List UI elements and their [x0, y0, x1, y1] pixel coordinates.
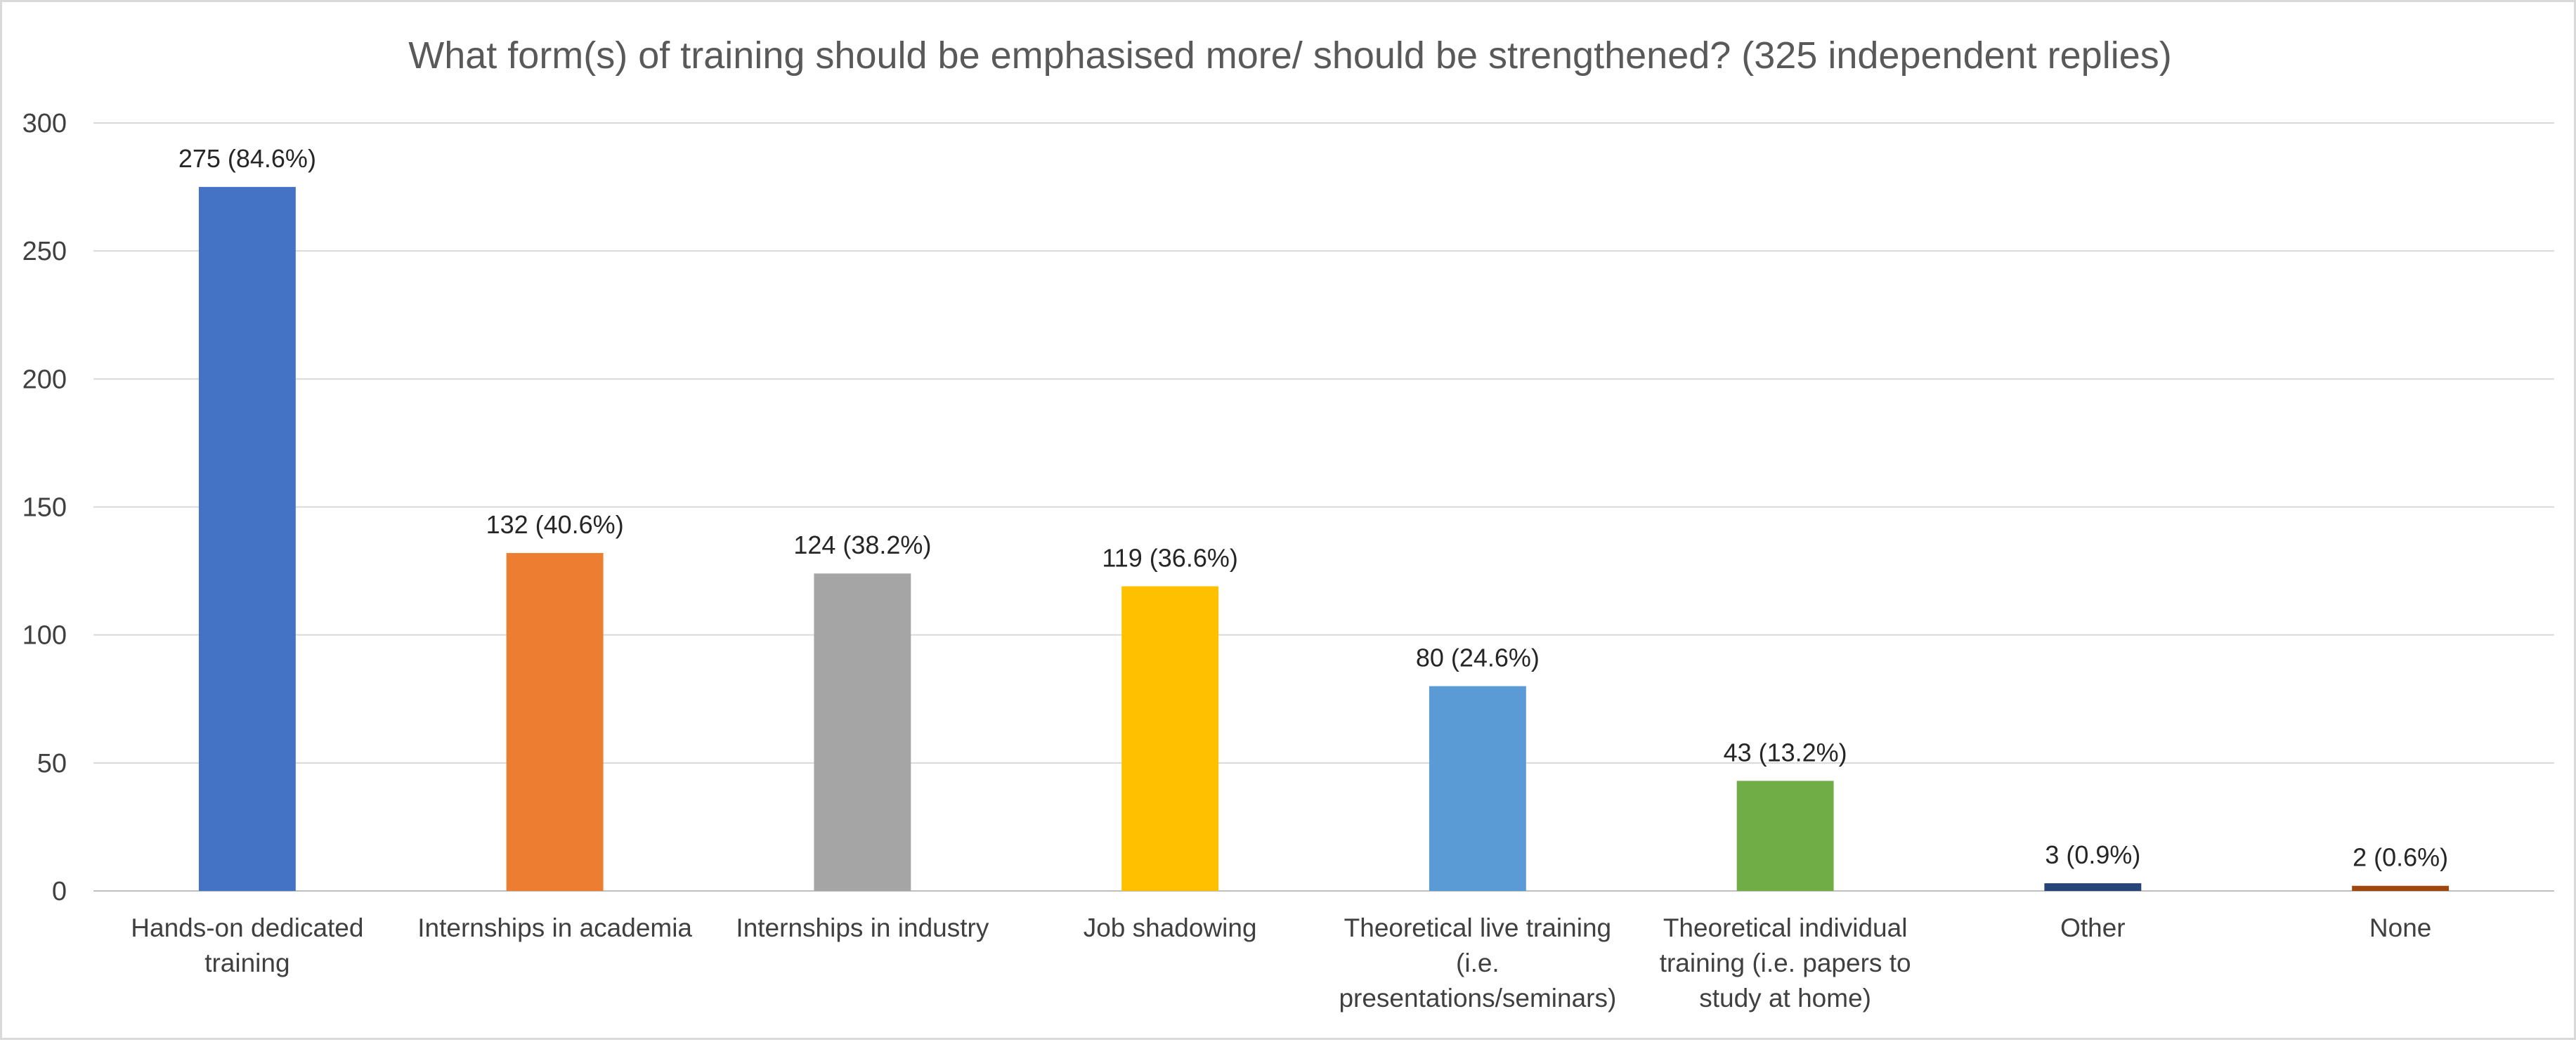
bar	[198, 187, 296, 891]
x-category-label: Theoretical live training (i.e. presentati…	[1339, 913, 1616, 1012]
y-tick-label: 300	[22, 109, 67, 138]
y-axis-ticks: 0 50 100 150 200 250 300	[22, 109, 67, 906]
bar	[1121, 586, 1219, 891]
bar-data-label: 119 (36.6%)	[1102, 543, 1237, 572]
x-category-label: Theoretical individual training (i.e. pap…	[1660, 913, 1911, 1012]
x-category-label: Internships in industry	[736, 913, 989, 942]
x-category-label: Job shadowing	[1084, 913, 1257, 942]
bar-data-label: 3 (0.9%)	[2045, 840, 2140, 869]
x-category-label: Other	[2060, 913, 2126, 942]
bar-data-label: 275 (84.6%)	[178, 144, 316, 173]
bar-data-label: 132 (40.6%)	[486, 510, 624, 539]
bar	[2044, 883, 2142, 891]
x-axis-categories: Hands-on dedicated training Internships in…	[131, 913, 2431, 1012]
bar-data-label: 2 (0.6%)	[2353, 843, 2448, 872]
bar	[1736, 781, 1834, 891]
y-tick-label: 0	[52, 877, 67, 906]
data-labels: 275 (84.6%) 132 (40.6%) 124 (38.2%) 119 (36…	[178, 144, 2448, 872]
bar	[1429, 686, 1526, 891]
bar	[814, 573, 911, 891]
x-category-label: Internships in academia	[417, 913, 692, 942]
y-tick-label: 200	[22, 365, 67, 394]
y-tick-label: 50	[37, 749, 67, 779]
bars	[198, 187, 2450, 891]
gridlines	[93, 122, 2554, 892]
bar	[2352, 885, 2450, 891]
y-tick-label: 150	[22, 493, 67, 523]
x-category-label: None	[2369, 913, 2431, 942]
y-tick-label: 250	[22, 237, 67, 266]
bar	[506, 553, 604, 891]
x-category-label: Hands-on dedicated training	[131, 913, 363, 977]
chart-title: What form(s) of training should be empha…	[408, 34, 2171, 77]
bar-data-label: 43 (13.2%)	[1724, 738, 1847, 767]
bar-data-label: 80 (24.6%)	[1416, 644, 1540, 672]
y-tick-label: 100	[22, 621, 67, 651]
bar-data-label: 124 (38.2%)	[793, 530, 931, 559]
